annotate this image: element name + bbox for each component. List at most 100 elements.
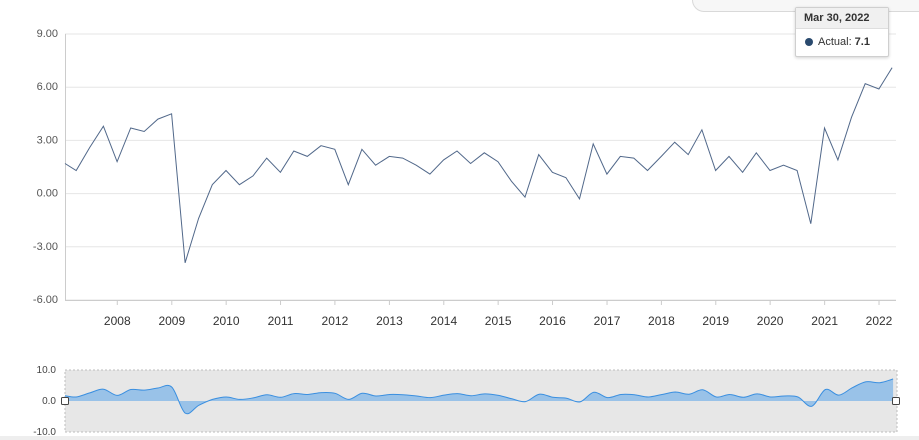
data-point[interactable]	[454, 148, 460, 154]
x-tick-label: 2008	[104, 314, 131, 328]
data-point[interactable]	[169, 111, 175, 117]
data-point[interactable]	[62, 160, 68, 166]
navigator-y-label: -10.0	[33, 427, 56, 438]
navigator[interactable]: 10.0 0.0 -10.0	[0, 365, 919, 440]
data-point[interactable]	[658, 153, 664, 159]
x-tick-label: 2014	[430, 314, 457, 328]
data-point[interactable]	[685, 152, 691, 158]
data-point[interactable]	[155, 116, 161, 122]
data-point[interactable]	[332, 146, 338, 152]
data-point[interactable]	[141, 129, 147, 135]
data-point[interactable]	[304, 153, 310, 159]
data-point[interactable]	[128, 125, 134, 131]
data-point[interactable]	[495, 159, 501, 165]
y-tick-label: 6.00	[37, 81, 58, 93]
data-point[interactable]	[345, 182, 351, 188]
scrollbar-track[interactable]	[0, 436, 919, 440]
data-point[interactable]	[87, 144, 93, 150]
tooltip-body: Actual: 7.1	[796, 29, 888, 55]
data-point[interactable]	[427, 171, 433, 177]
x-tick-label: 2016	[539, 314, 566, 328]
data-point[interactable]	[740, 169, 746, 175]
data-tooltip: Mar 30, 2022 Actual: 7.1	[795, 7, 889, 57]
navigator-handle-left[interactable]	[61, 397, 69, 405]
data-point[interactable]	[236, 182, 242, 188]
series-line	[64, 67, 893, 263]
data-point[interactable]	[536, 152, 542, 158]
tooltip-value: 7.1	[854, 36, 870, 48]
x-tick-label: 2013	[376, 314, 403, 328]
data-point[interactable]	[699, 127, 705, 133]
y-tick-label: 0.00	[37, 188, 58, 200]
data-point[interactable]	[576, 196, 582, 202]
y-tick-label: 3.00	[37, 134, 58, 146]
y-tick-label: 9.00	[37, 28, 58, 40]
data-point[interactable]	[481, 150, 487, 156]
data-point[interactable]	[876, 86, 882, 92]
data-point[interactable]	[522, 194, 528, 200]
data-point[interactable]	[291, 148, 297, 154]
data-point[interactable]	[373, 162, 379, 168]
navigator-y-label: 0.0	[42, 396, 56, 407]
data-point[interactable]	[386, 153, 392, 159]
data-point[interactable]	[794, 168, 800, 174]
data-point[interactable]	[713, 168, 719, 174]
main-plot[interactable]	[62, 65, 895, 266]
data-point[interactable]	[182, 260, 188, 266]
data-point[interactable]	[549, 169, 555, 175]
x-tick-label: 2011	[268, 314, 294, 328]
tooltip-date: Mar 30, 2022	[796, 8, 888, 29]
data-point[interactable]	[848, 114, 854, 120]
y-tick-label: -6.00	[33, 294, 58, 306]
data-point[interactable]	[808, 221, 814, 227]
x-tick-label: 2020	[757, 314, 784, 328]
data-point[interactable]	[441, 157, 447, 163]
data-point[interactable]	[781, 162, 787, 168]
data-point[interactable]	[196, 215, 202, 221]
main-grid	[65, 33, 896, 301]
data-point[interactable]	[672, 139, 678, 145]
x-tick-label: 2019	[702, 314, 729, 328]
data-point[interactable]	[359, 146, 365, 152]
data-point[interactable]	[862, 81, 868, 87]
series-marker-icon	[805, 38, 813, 46]
data-point[interactable]	[753, 150, 759, 156]
x-tick-label: 2010	[213, 314, 240, 328]
data-point[interactable]	[100, 123, 106, 129]
data-point[interactable]	[209, 182, 215, 188]
data-point[interactable]	[114, 159, 120, 165]
navigator-handle-right[interactable]	[892, 397, 900, 405]
data-point[interactable]	[631, 155, 637, 161]
data-point[interactable]	[604, 171, 610, 177]
data-point[interactable]	[413, 162, 419, 168]
x-tick-label: 2018	[648, 314, 675, 328]
data-point[interactable]	[73, 168, 79, 174]
data-point[interactable]	[835, 157, 841, 163]
data-point[interactable]	[318, 143, 324, 149]
data-point[interactable]	[223, 168, 229, 174]
navigator-line	[64, 378, 894, 415]
data-point[interactable]	[617, 153, 623, 159]
x-tick-label: 2015	[485, 314, 512, 328]
data-point[interactable]	[590, 141, 596, 147]
data-point[interactable]	[822, 125, 828, 131]
data-point[interactable]	[645, 168, 651, 174]
tooltip-series-label: Actual:	[818, 36, 852, 48]
data-point[interactable]	[468, 160, 474, 166]
x-tick-label: 2012	[322, 314, 349, 328]
data-point[interactable]	[508, 178, 514, 184]
data-point[interactable]	[264, 155, 270, 161]
main-y-axis: 9.00 6.00 3.00 0.00 -3.00 -6.00	[33, 28, 66, 306]
data-point[interactable]	[726, 153, 732, 159]
x-tick-label: 2021	[811, 314, 838, 328]
data-point[interactable]	[767, 168, 773, 174]
data-point[interactable]	[250, 173, 256, 179]
y-tick-label: -3.00	[33, 241, 58, 253]
data-point[interactable]	[400, 155, 406, 161]
data-point[interactable]	[889, 65, 895, 71]
data-point[interactable]	[277, 169, 283, 175]
x-tick-label: 2022	[866, 314, 893, 328]
x-tick-label: 2009	[158, 314, 185, 328]
data-point[interactable]	[563, 175, 569, 181]
